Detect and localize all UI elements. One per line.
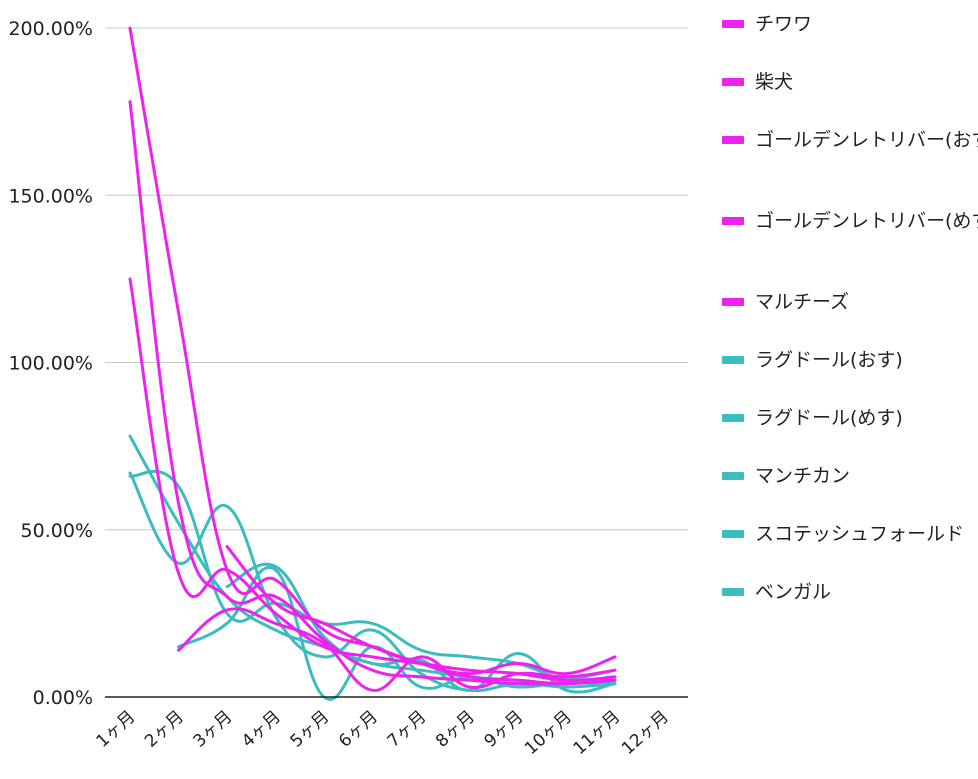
legend-item: マルチーズ bbox=[722, 288, 978, 316]
legend-swatch bbox=[722, 217, 744, 225]
legend-item: ゴールデンレトリバー(おす) bbox=[722, 126, 978, 154]
y-tick-label: 200.00% bbox=[8, 18, 93, 40]
axes: 0.00% 50.00% 100.00% 150.00% 200.00% 1ヶ月 2ヶ月 3ヶ… bbox=[8, 18, 688, 759]
series-line-3 bbox=[128, 277, 617, 682]
y-tick-label: 50.00% bbox=[21, 520, 93, 542]
x-tick-label: 4ヶ月 bbox=[238, 707, 285, 752]
series-lines bbox=[128, 26, 617, 701]
legend-item: スコテッシュフォールド bbox=[722, 520, 978, 548]
legend-swatch bbox=[722, 472, 744, 480]
legend-swatch bbox=[722, 20, 744, 28]
legend-label: ラグドール(おす) bbox=[755, 349, 903, 371]
legend-label: マンチカン bbox=[755, 465, 851, 487]
legend-label: スコテッシュフォールド bbox=[755, 523, 965, 545]
series-line-1 bbox=[128, 26, 617, 686]
x-tick-label: 2ヶ月 bbox=[141, 707, 188, 752]
y-tick-label: 0.00% bbox=[33, 687, 93, 709]
x-tick-label: 7ヶ月 bbox=[384, 707, 431, 752]
x-tick-label: 5ヶ月 bbox=[287, 707, 334, 752]
legend-item: チワワ bbox=[722, 10, 978, 38]
legend-label: ラグドール(めす) bbox=[755, 407, 903, 429]
y-tick-label: 100.00% bbox=[8, 353, 93, 375]
legend-item: 柴犬 bbox=[722, 68, 978, 96]
legend-swatch bbox=[722, 78, 744, 86]
y-tick-label: 150.00% bbox=[8, 185, 93, 207]
x-tick-label: 8ヶ月 bbox=[432, 707, 479, 752]
legend-swatch bbox=[722, 588, 744, 596]
legend-label: ゴールデンレトリバー(めす) bbox=[755, 210, 978, 232]
gridlines bbox=[105, 27, 688, 531]
legend-item: ラグドール(おす) bbox=[722, 346, 978, 374]
legend: チワワ柴犬ゴールデンレトリバー(おす) ゴールデンレトリバー(めす) マルチーズラグ… bbox=[722, 10, 978, 630]
x-tick-label: 6ヶ月 bbox=[335, 707, 382, 752]
x-tick-label: 12ヶ月 bbox=[618, 707, 673, 759]
legend-item: ゴールデンレトリバー(めす) bbox=[722, 207, 978, 235]
x-tick-label: 1ヶ月 bbox=[93, 707, 140, 752]
legend-label: チワワ bbox=[755, 13, 813, 35]
legend-item: ベンガル bbox=[722, 578, 978, 606]
legend-label: マルチーズ bbox=[755, 291, 850, 313]
legend-item: ラグドール(めす) bbox=[722, 404, 978, 432]
series-line-4 bbox=[177, 607, 617, 692]
legend-label: ゴールデンレトリバー(おす) bbox=[755, 129, 978, 151]
x-tick-label: 10ヶ月 bbox=[521, 707, 576, 759]
x-tick-label: 11ヶ月 bbox=[570, 707, 625, 759]
legend-label: 柴犬 bbox=[755, 71, 794, 93]
legend-label: ベンガル bbox=[755, 581, 832, 603]
legend-swatch bbox=[722, 414, 744, 422]
legend-swatch bbox=[722, 530, 744, 538]
legend-swatch bbox=[722, 356, 744, 364]
series-line-5 bbox=[225, 544, 617, 676]
series-line-2 bbox=[128, 100, 617, 686]
legend-item: マンチカン bbox=[722, 462, 978, 490]
x-tick-label: 9ヶ月 bbox=[481, 707, 528, 752]
x-tick-label: 3ヶ月 bbox=[190, 707, 237, 752]
legend-swatch bbox=[722, 298, 744, 306]
legend-swatch bbox=[722, 136, 744, 144]
